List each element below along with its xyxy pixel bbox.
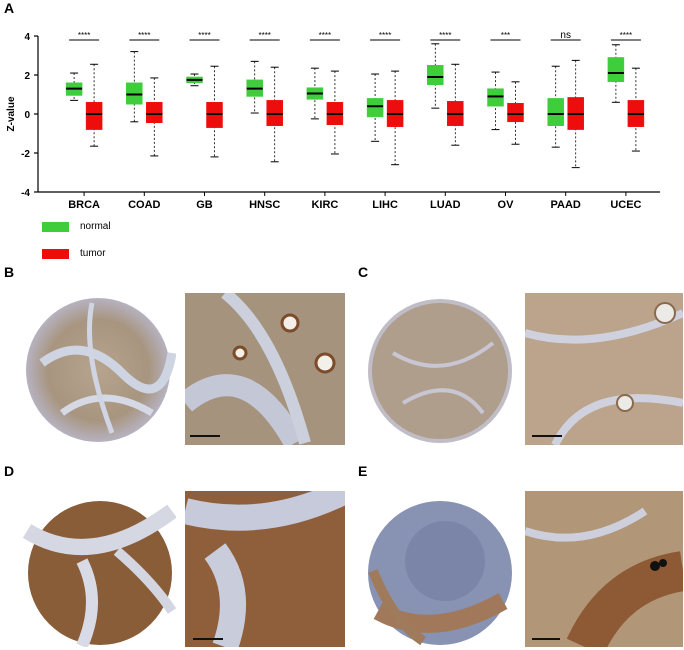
panel-a-label: A [4,0,15,16]
legend-swatch-normal [42,222,69,232]
panel-d-scale-bar [193,638,223,640]
x-tick-label: LUAD [430,199,461,211]
box-normal [366,98,384,118]
box-normal [607,57,625,83]
legend-swatch-tumor [42,249,69,259]
significance-label: **** [258,31,270,40]
panel-d-tissue-core-image [22,491,176,647]
panel-e-label: E [358,463,368,479]
x-tick-label: OV [498,199,515,211]
box-plot-chart: 4 2 0 -2 -4 BRCA COAD GB HNSC KIRC LIHC LUAD OV PAAD U… [6,30,660,211]
significance-label: *** [501,31,510,40]
panel-d-zoom-image [185,491,345,647]
panel-c-scale-bar [532,435,562,437]
x-tick-label: BRCA [68,199,100,211]
x-tick-label: HNSC [249,199,280,211]
y-tick-label: 2 [24,71,30,82]
x-tick-label: KIRC [311,199,338,211]
panel-e-scale-bar [532,638,560,640]
y-tick-label: -2 [21,149,30,160]
legend-label-normal: normal [80,221,111,232]
y-tick-label: -4 [21,188,30,199]
significance-label: **** [439,31,451,40]
significance-label: **** [319,31,331,40]
legend-label-tumor: tumor [80,248,106,259]
panel-e-tissue-core-image [363,491,517,647]
panel-b-zoom-image [185,293,345,445]
box-tumor [507,103,524,123]
x-tick-label: COAD [128,199,160,211]
box-normal [427,65,444,85]
significance-label: **** [78,31,90,40]
box-normal [547,98,564,126]
x-tick-label: LIHC [372,199,398,211]
significance-label: **** [620,31,632,40]
panel-c-label: C [358,264,369,280]
panel-e-zoom-image [525,491,683,647]
significance-label: ns [560,30,571,41]
panel-b-scale-bar [190,435,220,437]
significance-label: **** [138,31,150,40]
box-tumor [85,102,103,130]
box-tumor [146,102,163,124]
x-tick-label: PAAD [551,199,581,211]
panel-b-label: B [4,264,15,280]
panel-b-tissue-core-image [22,293,176,445]
panel-d-label: D [4,463,15,479]
y-axis-label: Z-value [6,96,17,131]
x-tick-label: GB [196,199,213,211]
y-tick-label: 0 [24,110,30,121]
x-tick-label: UCEC [610,199,641,211]
significance-label: **** [379,31,391,40]
y-tick-label: 4 [24,32,30,43]
significance-label: **** [198,31,210,40]
panel-c-zoom-image [525,293,683,445]
panel-c-tissue-core-image [363,293,517,445]
